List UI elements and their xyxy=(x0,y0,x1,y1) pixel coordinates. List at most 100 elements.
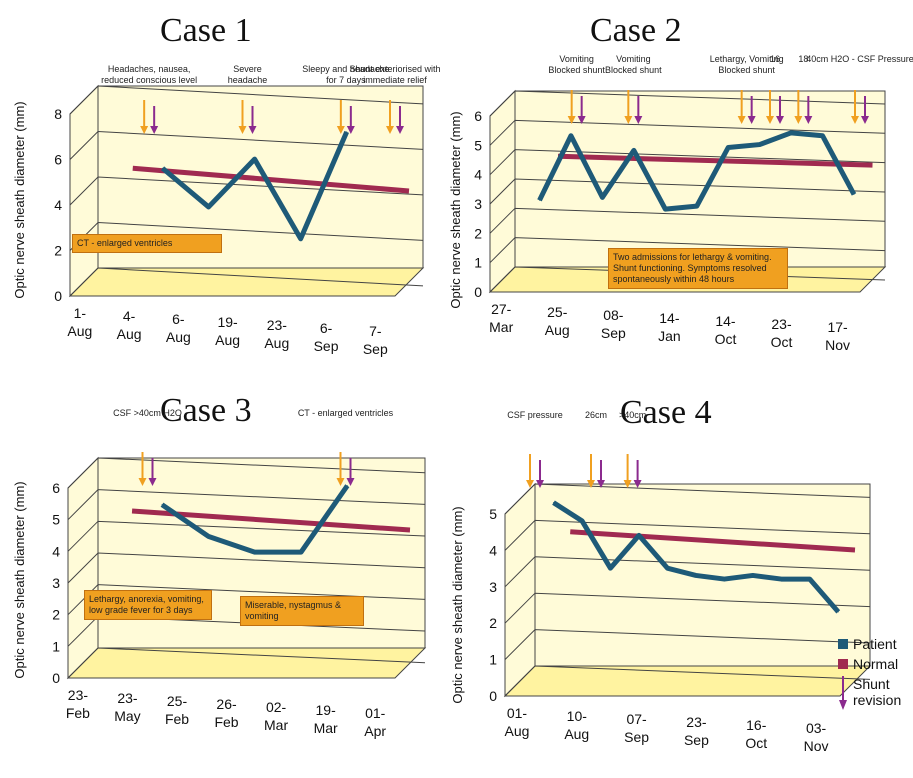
chart-case-4: Case 4 0 1 2 3 4 5 Optic nerve sheath diameter… xyxy=(440,390,872,778)
x-tick-label: 6- xyxy=(320,320,333,336)
event-arrowhead xyxy=(526,480,534,488)
x-tick-label: 27- xyxy=(491,301,512,317)
annotation-text: Sleepy and headache xyxy=(302,64,389,74)
shunt-revision-arrowhead xyxy=(861,116,869,124)
y-tick-label: 5 xyxy=(52,512,60,528)
event-arrowhead xyxy=(623,480,632,488)
legend-label: revision xyxy=(853,692,902,708)
x-tick-label: 19- xyxy=(217,314,238,330)
annotation-text: 26cm xyxy=(585,410,607,420)
patient-data-point xyxy=(254,551,256,553)
legend-label: Normal xyxy=(853,656,899,672)
x-tick-label: 25- xyxy=(547,304,568,320)
chart-svg: 0 1 2 3 4 5 Optic nerve sheath diameter (mm) 01… xyxy=(450,410,872,754)
gridline xyxy=(69,176,424,206)
x-tick-label: Sep xyxy=(314,338,339,354)
shunt-revision-arrowhead xyxy=(346,126,355,134)
y-axis-label: Optic nerve sheath diameter (mm) xyxy=(12,481,27,678)
gridline xyxy=(67,584,426,616)
annotation-text: 40cm H2O - CSF Pressure xyxy=(806,54,913,64)
patient-data-point xyxy=(790,132,792,134)
x-tick-label: Aug xyxy=(166,329,191,345)
x-tick-label: Sep xyxy=(601,325,626,341)
gridline xyxy=(504,592,871,624)
x-tick-label: 01- xyxy=(507,705,528,721)
chart-svg: 0 2 4 6 8 Optic nerve sheath diameter (mm) 1- A… xyxy=(12,64,441,357)
annotation-text: Headaches, nausea, xyxy=(108,64,191,74)
gridline xyxy=(504,665,871,697)
y-tick-label: 1 xyxy=(474,255,482,271)
shunt-revision-arrowhead xyxy=(747,116,756,124)
patient-data-point xyxy=(727,147,729,148)
x-tick-label: 1- xyxy=(74,305,87,321)
legend-item-patient: Patient xyxy=(838,636,913,652)
x-tick-label: 23- xyxy=(68,687,89,703)
x-tick-label: Aug xyxy=(264,335,289,351)
chart-svg: 0 1 2 3 4 5 6 Optic nerve sheath diameter (mm) 2… xyxy=(12,408,427,739)
shunt-revision-arrowhead xyxy=(597,480,605,488)
x-tick-label: 10- xyxy=(567,708,588,724)
normal-series-line xyxy=(570,529,856,553)
event-arrowhead xyxy=(567,116,576,124)
event-arrowhead xyxy=(587,480,595,488)
chart-title: Case 1 xyxy=(160,12,252,49)
annotation-text: Vomiting xyxy=(559,54,594,64)
x-tick-label: 14- xyxy=(659,310,680,326)
y-tick-label: 0 xyxy=(474,284,482,300)
y-tick-label: 4 xyxy=(52,543,60,559)
annotation-text: Blocked shunt xyxy=(605,65,662,75)
x-tick-label: Aug xyxy=(545,322,570,338)
shunt-revision-arrowhead xyxy=(577,116,586,124)
y-tick-label: 3 xyxy=(474,196,482,212)
x-tick-label: May xyxy=(114,708,140,724)
patient-data-point xyxy=(809,578,811,580)
patient-data-point xyxy=(601,196,603,198)
x-tick-label: 17- xyxy=(827,319,848,335)
shunt-revision-arrowhead xyxy=(634,116,643,124)
floor xyxy=(503,665,872,697)
x-tick-label: Feb xyxy=(66,705,90,721)
x-tick-label: 25- xyxy=(167,693,188,709)
annotation-text: Vomiting xyxy=(616,54,651,64)
patient-data-point xyxy=(853,193,855,195)
x-tick-label: Oct xyxy=(715,331,737,347)
y-tick-label: 4 xyxy=(474,167,482,183)
y-tick-label: 2 xyxy=(54,243,62,259)
patient-data-point xyxy=(208,206,210,208)
side-wall xyxy=(504,482,536,698)
annotation-text: 18 xyxy=(798,54,808,64)
gridline xyxy=(489,90,886,117)
x-tick-label: 19- xyxy=(316,702,337,718)
y-tick-label: 6 xyxy=(54,152,62,168)
gridline xyxy=(67,457,426,489)
x-tick-label: Feb xyxy=(214,714,238,730)
x-tick-label: 02- xyxy=(266,699,287,715)
y-tick-label: 2 xyxy=(474,225,482,241)
shunt-revision-arrowhead xyxy=(346,478,355,486)
patient-data-point xyxy=(837,611,839,613)
patient-data-point xyxy=(346,131,348,133)
y-tick-label: 2 xyxy=(52,607,60,623)
annotation-box: Miserable, nystagmus & vomiting xyxy=(240,596,364,626)
legend-item-normal: Normal xyxy=(838,656,913,672)
annotation-text: CSF >40cm H2O xyxy=(113,408,182,418)
y-tick-label: 5 xyxy=(474,137,482,153)
event-arrowhead xyxy=(238,126,247,134)
x-tick-label: 01- xyxy=(365,705,386,721)
gridline xyxy=(67,552,426,584)
patient-data-point xyxy=(780,578,782,580)
shunt-revision-arrowhead xyxy=(776,116,784,124)
normal-series-line xyxy=(132,165,410,194)
x-tick-label: 23- xyxy=(117,690,138,706)
patient-data-point xyxy=(696,205,698,207)
normal-swatch xyxy=(838,659,848,669)
event-arrowhead xyxy=(766,116,774,124)
gridline xyxy=(504,629,871,660)
patient-data-point xyxy=(570,135,572,137)
patient-data-point xyxy=(207,535,209,537)
chart-title: Case 2 xyxy=(590,12,682,49)
x-tick-label: Oct xyxy=(771,334,793,350)
event-arrowhead xyxy=(737,116,746,124)
x-tick-label: Mar xyxy=(314,720,338,736)
legend-label: Shunt xyxy=(853,676,890,692)
